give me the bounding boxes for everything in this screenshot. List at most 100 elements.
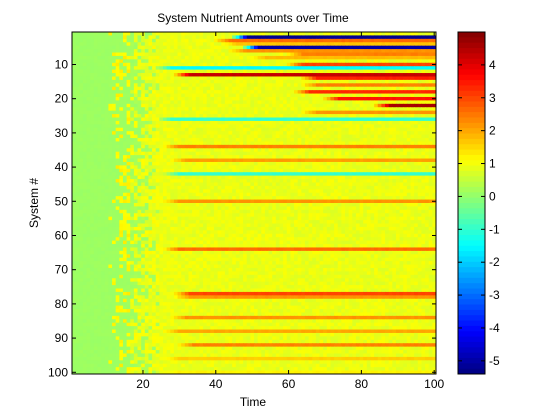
heatmap-cell	[137, 35, 142, 40]
heatmap-cell	[243, 49, 248, 54]
heatmap-cell	[334, 127, 339, 132]
heatmap-cell	[330, 141, 335, 146]
heatmap-cell	[192, 175, 197, 180]
heatmap-cell	[181, 45, 186, 50]
heatmap-cell	[385, 114, 390, 118]
heatmap-cell	[192, 86, 197, 91]
heatmap-cell	[181, 49, 186, 54]
heatmap-cell	[297, 90, 302, 95]
heatmap-cell	[86, 168, 91, 173]
heatmap-cell	[108, 148, 113, 153]
heatmap-cell	[392, 42, 397, 47]
heatmap-cell	[122, 96, 128, 101]
heatmap-cell	[221, 199, 226, 204]
heatmap-cell	[104, 117, 109, 122]
heatmap-cell	[425, 148, 430, 153]
heatmap-cell	[213, 144, 219, 149]
heatmap-cell	[254, 148, 259, 153]
heatmap-cell	[283, 42, 288, 47]
heatmap-cell	[366, 151, 371, 156]
heatmap-cell	[326, 103, 331, 108]
heatmap-cell	[192, 185, 197, 190]
heatmap-cell	[294, 42, 299, 47]
heatmap-cell	[254, 168, 259, 173]
heatmap-cell	[115, 32, 120, 36]
heatmap-cell	[432, 155, 437, 160]
heatmap-cell	[268, 42, 273, 47]
heatmap-cell	[315, 45, 321, 50]
heatmap-cell	[206, 192, 211, 197]
heatmap-cell	[294, 189, 299, 194]
heatmap-cell	[126, 93, 131, 98]
heatmap-cell	[239, 38, 244, 43]
heatmap-cell	[90, 79, 95, 84]
heatmap-cell	[72, 138, 77, 142]
heatmap-cell	[414, 73, 419, 77]
heatmap-cell	[224, 172, 230, 177]
heatmap-cell	[192, 127, 197, 132]
heatmap-cell	[268, 76, 273, 81]
heatmap-cell	[315, 168, 321, 173]
heatmap-cell	[377, 86, 382, 91]
heatmap-cell	[323, 155, 328, 160]
heatmap-cell	[224, 55, 230, 60]
heatmap-cell	[232, 69, 237, 74]
heatmap-cell	[213, 148, 219, 153]
heatmap-cell	[392, 69, 397, 74]
heatmap-cell	[359, 148, 364, 153]
heatmap-cell	[370, 114, 375, 118]
heatmap-cell	[359, 62, 364, 67]
heatmap-cell	[166, 172, 171, 177]
heatmap-cell	[112, 100, 117, 105]
heatmap-cell	[239, 168, 244, 173]
heatmap-cell	[272, 45, 277, 50]
heatmap-cell	[286, 76, 291, 81]
heatmap-cell	[257, 107, 262, 112]
heatmap-cell	[195, 52, 200, 57]
heatmap-cell	[206, 32, 211, 36]
heatmap-cell	[93, 127, 98, 132]
heatmap-cell	[246, 79, 251, 84]
heatmap-cell	[257, 35, 262, 40]
heatmap-cell	[275, 151, 280, 156]
heatmap-cell	[206, 161, 211, 166]
heatmap-cell	[410, 59, 415, 64]
heatmap-cell	[192, 96, 197, 101]
heatmap-cell	[206, 175, 211, 180]
heatmap-cell	[133, 141, 139, 146]
heatmap-cell	[312, 148, 317, 153]
heatmap-cell	[82, 134, 88, 139]
heatmap-cell	[126, 120, 131, 125]
heatmap-cell	[152, 49, 157, 54]
heatmap-cell	[144, 165, 149, 170]
heatmap-cell	[148, 168, 153, 173]
heatmap-cell	[115, 134, 120, 139]
heatmap-cell	[257, 32, 262, 36]
heatmap-cell	[286, 165, 291, 170]
heatmap-cell	[254, 189, 259, 194]
heatmap-cell	[104, 86, 109, 91]
heatmap-cell	[90, 93, 95, 98]
heatmap-cell	[232, 86, 237, 91]
heatmap-cell	[122, 134, 128, 139]
heatmap-cell	[366, 175, 371, 180]
heatmap-cell	[308, 199, 313, 204]
heatmap-cell	[301, 73, 306, 77]
heatmap-cell	[79, 69, 84, 74]
heatmap-cell	[275, 141, 280, 146]
heatmap-cell	[337, 168, 342, 173]
heatmap-cell	[425, 151, 430, 156]
heatmap-cell	[254, 199, 259, 204]
heatmap-cell	[210, 168, 215, 173]
heatmap-cell	[188, 138, 193, 142]
heatmap-cell	[268, 196, 273, 201]
heatmap-cell	[272, 138, 277, 142]
heatmap-cell	[392, 131, 397, 136]
heatmap-cell	[406, 42, 412, 47]
heatmap-cell	[352, 52, 357, 57]
heatmap-cell	[155, 134, 160, 139]
heatmap-cell	[93, 192, 98, 197]
heatmap-cell	[315, 124, 321, 129]
heatmap-cell	[294, 144, 299, 149]
heatmap-cell	[166, 192, 171, 197]
